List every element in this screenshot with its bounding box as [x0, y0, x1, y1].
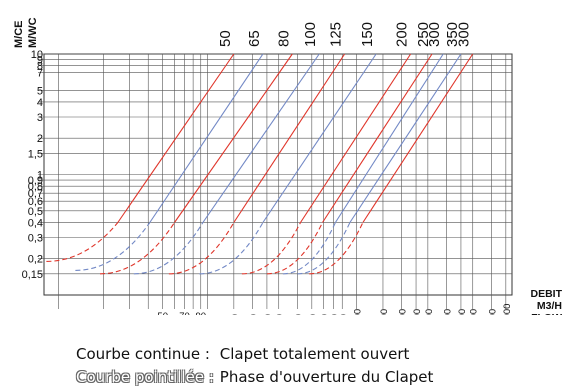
x-tick-15: 500: [308, 314, 319, 315]
series-label-4: 125: [328, 22, 345, 47]
x-tick-14: 400: [293, 314, 304, 315]
series-6-solid: [300, 53, 412, 223]
y-axis-label-2: M/WC: [27, 17, 39, 48]
series-10-solid: [362, 53, 474, 223]
series-4-dashed: [168, 222, 235, 275]
x-tick-27: 8000: [487, 309, 498, 315]
x-tick-25: 5000: [457, 309, 468, 315]
grid: [38, 53, 513, 309]
series-10-dashed: [309, 222, 364, 275]
y-tick-5: 4: [37, 97, 43, 109]
y-tick-8: 1,5: [28, 148, 43, 160]
series-label-5: 150: [359, 22, 376, 47]
series-8-solid: [334, 53, 444, 223]
x-tick-labels: 1020304050607080901001502002503004005006…: [157, 304, 513, 315]
series-8-dashed: [282, 222, 336, 275]
series-label-10: 300: [456, 22, 473, 47]
x-axis-label-0: DEBIT: [531, 288, 563, 300]
series-5-solid: [262, 53, 377, 223]
legend-solid: Courbe continue : Clapet totalement ouve…: [76, 345, 409, 363]
x-tick-18: 800: [338, 314, 349, 315]
y-tick-1: 9: [37, 55, 43, 67]
series-label-2: 80: [275, 30, 292, 47]
y-tick-3: 7: [37, 68, 43, 80]
legend-dashed: Courbe pointillée : Phase d'ouverture du…: [76, 368, 433, 386]
series-0-solid: [117, 53, 235, 223]
y-tick-9: 1: [37, 170, 43, 182]
x-tick-23: 3000: [424, 309, 435, 315]
y-tick-7: 2: [37, 133, 43, 145]
y-tick-0: 10: [31, 49, 43, 61]
series-6-dashed: [241, 222, 301, 275]
y-tick-14: 0,5: [28, 206, 43, 218]
x-tick-6: 70: [179, 311, 190, 315]
y-axis-label-1: M/CE: [13, 21, 25, 49]
series-label-8: 300: [426, 22, 443, 47]
series-0-dashed: [46, 222, 119, 262]
x-tick-17: 700: [330, 314, 341, 315]
series-7-solid: [322, 53, 433, 223]
legend-dashed-text: Phase d'ouverture du Clapet: [219, 368, 434, 386]
x-tick-24: 4000: [443, 309, 454, 315]
series-label-6: 200: [394, 22, 411, 47]
y-tick-10: 0,9: [28, 175, 43, 187]
series-9-solid: [349, 53, 462, 223]
legend-solid-key: Courbe continue :: [76, 345, 210, 363]
x-tick-21: 2000: [398, 309, 409, 315]
x-tick-19: 1000: [353, 309, 364, 315]
series-label-7: 250: [415, 22, 432, 47]
y-tick-11: 0,8: [28, 181, 43, 193]
series-label-9: 350: [444, 22, 461, 47]
series-group: [46, 53, 474, 275]
series-1-dashed: [75, 222, 151, 271]
x-tick-11: 200: [249, 314, 260, 315]
x-tick-20: 1500: [379, 309, 390, 315]
series-label-3: 100: [302, 22, 319, 47]
legend-dashed-key: Courbe pointillée :: [76, 368, 214, 386]
y-tick-2: 8: [37, 61, 43, 73]
x-axis-label-1: M3/H: [537, 300, 562, 312]
y-tick-16: 0,3: [28, 233, 43, 245]
series-4-solid: [233, 53, 346, 223]
series-2-dashed: [99, 222, 175, 275]
x-tick-16: 600: [320, 314, 331, 315]
x-axis-label-2: FLOW: [531, 312, 562, 315]
y-tick-13: 0,6: [28, 196, 43, 208]
x-tick-10: 150: [230, 314, 241, 315]
y-tick-15: 0,4: [28, 217, 43, 229]
series-1-solid: [149, 53, 264, 223]
x-tick-22: 2500: [412, 309, 423, 315]
x-tick-4: 50: [157, 311, 168, 315]
x-tick-26: 6000: [469, 309, 480, 315]
legend-solid-text: Clapet totalement ouvert: [219, 345, 410, 363]
series-3-solid: [202, 53, 320, 223]
series-5-dashed: [199, 222, 264, 275]
series-label-1: 65: [246, 30, 263, 47]
y-tick-18: 0,15: [22, 269, 43, 281]
y-tick-4: 5: [37, 85, 43, 97]
x-tick-13: 300: [275, 314, 286, 315]
series-label-0: 50: [217, 30, 234, 47]
y-tick-6: 3: [37, 112, 43, 124]
series-2-solid: [174, 53, 293, 223]
series-9-dashed: [297, 222, 351, 275]
y-tick-17: 0,2: [28, 254, 43, 266]
x-tick-12: 250: [263, 314, 274, 315]
x-tick-8: 90: [196, 311, 207, 315]
series-7-dashed: [266, 222, 323, 275]
y-tick-12: 0,7: [28, 188, 43, 200]
x-tick-28: 10000: [502, 304, 513, 315]
